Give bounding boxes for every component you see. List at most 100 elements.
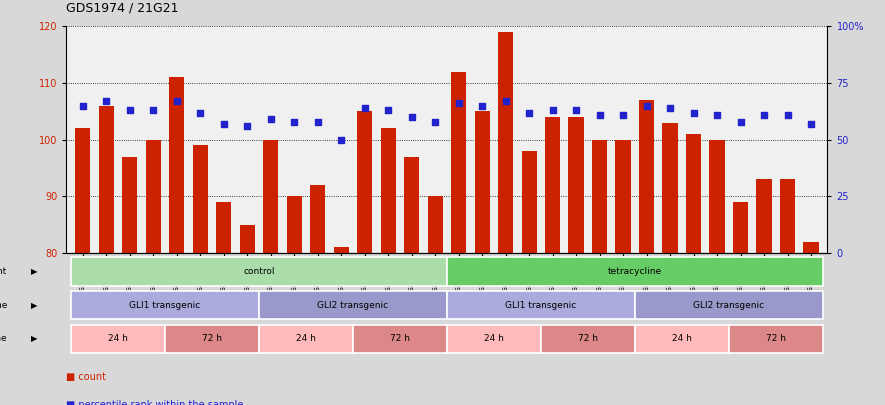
Text: ▶: ▶ [31, 335, 38, 343]
Text: GLI1 transgenic: GLI1 transgenic [505, 301, 576, 310]
Bar [710, 140, 725, 253]
Point [687, 109, 701, 116]
Bar [639, 100, 654, 253]
Bar [146, 140, 161, 253]
Bar [545, 117, 560, 253]
Bar [334, 247, 349, 253]
Text: ■ percentile rank within the sample: ■ percentile rank within the sample [66, 400, 243, 405]
Text: 72 h: 72 h [390, 335, 410, 343]
Point [428, 118, 442, 125]
Bar [216, 202, 231, 253]
Point [569, 107, 583, 113]
Bar [240, 225, 255, 253]
Text: GDS1974 / 21G21: GDS1974 / 21G21 [66, 1, 179, 14]
Bar [474, 111, 489, 253]
Text: 24 h: 24 h [484, 335, 504, 343]
Point [217, 121, 231, 127]
Bar [804, 242, 819, 253]
Text: tetracycline: tetracycline [608, 267, 662, 276]
Text: ■ count: ■ count [66, 372, 106, 382]
Point [264, 116, 278, 123]
Bar [169, 77, 184, 253]
Point [593, 111, 607, 118]
Point [358, 105, 372, 111]
Bar [404, 157, 419, 253]
Point [240, 123, 254, 129]
Text: ▶: ▶ [31, 301, 38, 310]
Text: 72 h: 72 h [578, 335, 598, 343]
Bar [193, 145, 208, 253]
Point [640, 102, 654, 109]
Bar [353, 325, 447, 353]
Bar [498, 32, 513, 253]
Bar [733, 202, 748, 253]
Point [757, 111, 771, 118]
Point [475, 102, 489, 109]
Bar [75, 128, 90, 253]
Point [404, 114, 419, 120]
Bar [447, 258, 823, 286]
Bar [757, 179, 772, 253]
Point [616, 111, 630, 118]
Bar [663, 123, 678, 253]
Bar [71, 325, 165, 353]
Bar [98, 106, 114, 253]
Bar [447, 325, 541, 353]
Bar [451, 72, 466, 253]
Bar [635, 291, 823, 320]
Bar [592, 140, 607, 253]
Bar [686, 134, 701, 253]
Point [781, 111, 795, 118]
Point [335, 136, 349, 143]
Bar [381, 128, 396, 253]
Text: ▶: ▶ [31, 267, 38, 276]
Text: cell line: cell line [0, 301, 7, 310]
Bar [568, 117, 584, 253]
Point [287, 118, 301, 125]
Bar [521, 151, 537, 253]
Bar [615, 140, 631, 253]
Bar [635, 325, 729, 353]
Bar [71, 291, 259, 320]
Point [498, 98, 512, 104]
Point [193, 109, 207, 116]
Point [123, 107, 137, 113]
Point [146, 107, 160, 113]
Bar [357, 111, 373, 253]
Point [663, 105, 677, 111]
Bar [71, 258, 447, 286]
Text: 24 h: 24 h [108, 335, 128, 343]
Bar [310, 185, 326, 253]
Text: GLI1 transgenic: GLI1 transgenic [129, 301, 201, 310]
Point [381, 107, 396, 113]
Point [710, 111, 724, 118]
Text: agent: agent [0, 267, 7, 276]
Point [522, 109, 536, 116]
Bar [263, 140, 279, 253]
Point [170, 98, 184, 104]
Text: 72 h: 72 h [766, 335, 786, 343]
Text: 72 h: 72 h [202, 335, 222, 343]
Point [311, 118, 325, 125]
Text: time: time [0, 335, 7, 343]
Bar [287, 196, 302, 253]
Point [734, 118, 748, 125]
Bar [447, 291, 635, 320]
Bar [165, 325, 259, 353]
Bar [427, 196, 442, 253]
Bar [122, 157, 137, 253]
Text: control: control [243, 267, 274, 276]
Point [451, 100, 466, 107]
Bar [729, 325, 823, 353]
Point [545, 107, 559, 113]
Text: GLI2 transgenic: GLI2 transgenic [318, 301, 389, 310]
Bar [259, 291, 447, 320]
Point [99, 98, 113, 104]
Point [804, 121, 818, 127]
Text: GLI2 transgenic: GLI2 transgenic [693, 301, 765, 310]
Bar [780, 179, 796, 253]
Point [76, 102, 90, 109]
Bar [541, 325, 635, 353]
Bar [259, 325, 353, 353]
Text: 24 h: 24 h [672, 335, 692, 343]
